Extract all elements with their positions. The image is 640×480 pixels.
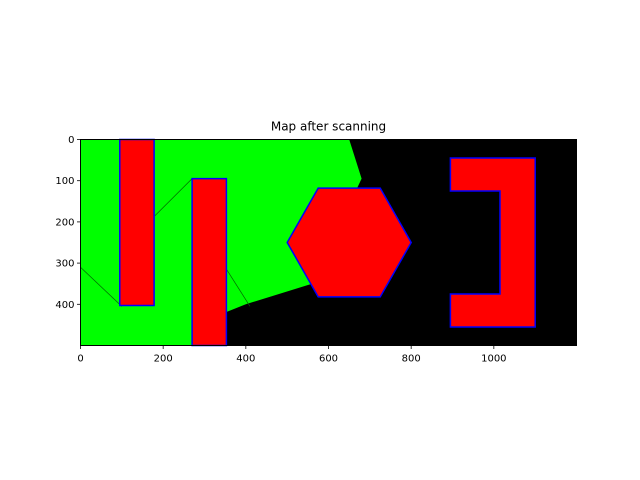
y-tick-label: 300 bbox=[55, 259, 74, 270]
y-tick-label: 400 bbox=[55, 300, 74, 311]
x-tick-label: 600 bbox=[319, 354, 338, 365]
scan-ray bbox=[80, 266, 123, 307]
y-tick-label: 0 bbox=[68, 135, 74, 146]
scan-ray bbox=[224, 267, 251, 307]
x-tick-label: 800 bbox=[402, 354, 421, 365]
x-tick-label: 400 bbox=[236, 354, 255, 365]
scan-ray bbox=[154, 178, 193, 216]
plot-area bbox=[80, 138, 577, 347]
x-tick-label: 200 bbox=[154, 354, 173, 365]
x-tick-label: 0 bbox=[77, 354, 83, 365]
y-tick-label: 100 bbox=[55, 176, 74, 187]
x-tick-label: 1000 bbox=[481, 354, 506, 365]
y-axis: 0 100 200 300 400 bbox=[55, 135, 81, 311]
y-tick-label: 200 bbox=[55, 217, 74, 228]
obstacle-bracket bbox=[449, 157, 536, 328]
obstacle-rectangle bbox=[191, 177, 228, 347]
chart-title: Map after scanning bbox=[271, 120, 386, 134]
x-axis: 0 200 400 600 800 1000 bbox=[77, 345, 507, 365]
obstacle-rectangle bbox=[119, 138, 155, 307]
obstacle-hexagon bbox=[286, 187, 413, 298]
